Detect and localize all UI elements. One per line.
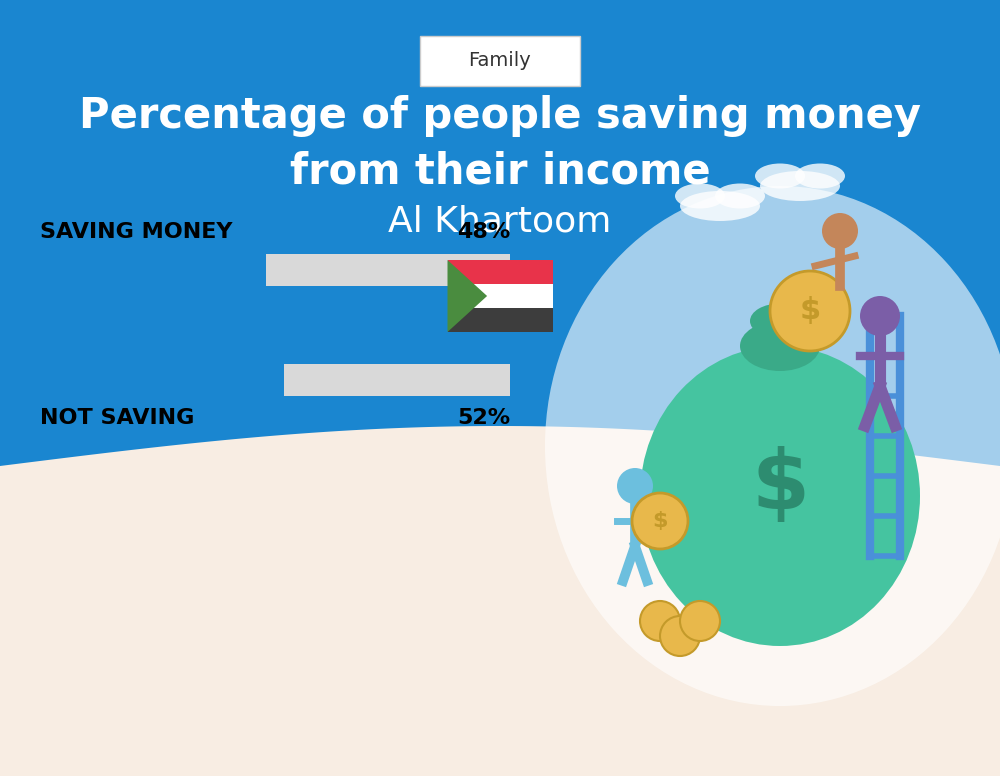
Ellipse shape bbox=[750, 303, 810, 338]
Bar bbox=[40, 364, 510, 396]
Circle shape bbox=[640, 601, 680, 641]
Ellipse shape bbox=[545, 186, 1000, 706]
Text: SAVING MONEY: SAVING MONEY bbox=[40, 222, 232, 242]
Text: 52%: 52% bbox=[457, 408, 510, 428]
Text: Al Khartoom: Al Khartoom bbox=[388, 204, 612, 238]
Text: Percentage of people saving money: Percentage of people saving money bbox=[79, 95, 921, 137]
Text: $: $ bbox=[652, 511, 668, 531]
Circle shape bbox=[860, 296, 900, 336]
PathPatch shape bbox=[448, 260, 487, 332]
Bar bbox=[40, 364, 284, 396]
Circle shape bbox=[822, 213, 858, 249]
Ellipse shape bbox=[760, 171, 840, 201]
Text: $: $ bbox=[799, 296, 821, 325]
Circle shape bbox=[617, 468, 653, 504]
Text: from their income: from their income bbox=[290, 150, 710, 192]
Ellipse shape bbox=[795, 164, 845, 189]
Circle shape bbox=[680, 601, 720, 641]
Bar bbox=[448, 284, 552, 308]
Text: Family: Family bbox=[469, 51, 531, 71]
Circle shape bbox=[632, 493, 688, 549]
Bar bbox=[40, 254, 266, 286]
Ellipse shape bbox=[755, 164, 805, 189]
Ellipse shape bbox=[675, 183, 725, 209]
Bar bbox=[448, 260, 552, 284]
Text: 48%: 48% bbox=[457, 222, 510, 242]
Circle shape bbox=[660, 616, 700, 656]
Bar bbox=[420, 36, 580, 86]
Ellipse shape bbox=[680, 191, 760, 221]
Text: NOT SAVING: NOT SAVING bbox=[40, 408, 194, 428]
Text: $: $ bbox=[751, 445, 809, 526]
Ellipse shape bbox=[715, 183, 765, 209]
Ellipse shape bbox=[740, 321, 820, 371]
Bar bbox=[40, 254, 510, 286]
PathPatch shape bbox=[0, 0, 1000, 466]
Bar bbox=[448, 308, 552, 332]
Ellipse shape bbox=[640, 346, 920, 646]
Circle shape bbox=[770, 271, 850, 351]
